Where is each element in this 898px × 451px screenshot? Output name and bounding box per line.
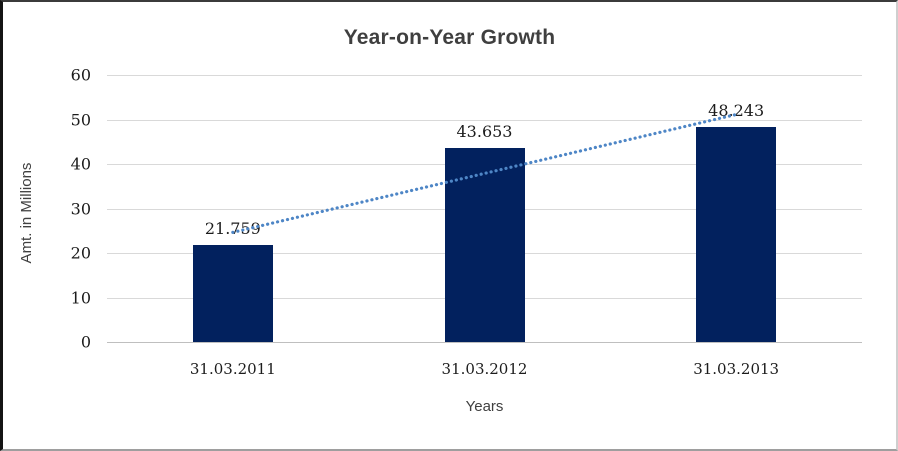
x-axis-line	[107, 342, 862, 343]
gridline	[107, 75, 862, 76]
plot-area: 21.759 43.653 48.243	[107, 75, 862, 343]
chart-title: Year-on-Year Growth	[343, 26, 556, 49]
x-tick-label: 31.03.2012	[441, 360, 528, 378]
y-tick-label: 60	[70, 65, 91, 85]
data-label: 21.759	[204, 219, 261, 239]
gridline	[107, 119, 862, 121]
x-axis-title: Years	[465, 398, 504, 415]
data-label: 48.243	[708, 101, 765, 121]
bar-31.03.2013	[696, 127, 777, 342]
data-label: 43.653	[456, 121, 513, 141]
y-tick-label: 20	[70, 243, 91, 263]
x-tick-label: 31.03.2013	[693, 360, 780, 378]
y-tick-label: 40	[70, 154, 91, 174]
y-tick-label: 30	[70, 199, 91, 218]
y-tick-label: 10	[70, 288, 91, 307]
y-tick-label: 50	[70, 110, 91, 129]
y-tick-label: 0	[80, 332, 91, 352]
bar-31.03.2011	[192, 245, 273, 342]
x-tick-label: 31.03.2011	[189, 360, 276, 378]
trendline	[231, 112, 738, 234]
